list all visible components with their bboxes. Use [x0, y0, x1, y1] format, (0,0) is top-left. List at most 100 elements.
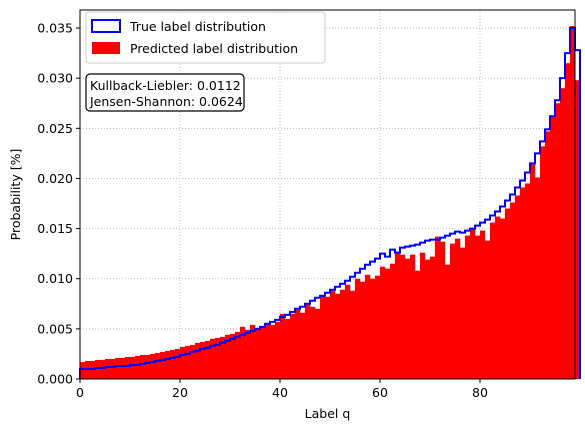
y-tick-label: 0.020 [37, 171, 73, 186]
predicted-bar [235, 331, 241, 379]
predicted-bar [310, 306, 316, 379]
predicted-bar [555, 103, 561, 379]
predicted-bar [95, 359, 101, 379]
y-tick-label: 0.000 [37, 372, 73, 387]
predicted-bar [130, 356, 136, 379]
x-axis-label: Label q [305, 406, 351, 421]
legend-label-predicted: Predicted label distribution [130, 41, 298, 56]
y-tick-label: 0.035 [37, 21, 73, 36]
predicted-bar [485, 240, 491, 379]
predicted-bar [490, 222, 496, 379]
x-tick-label: 60 [372, 385, 388, 400]
x-tick-label: 20 [172, 385, 188, 400]
predicted-bar [80, 361, 86, 379]
predicted-bar [355, 278, 361, 379]
annotation-kl: Kullback-Liebler: 0.0112 [90, 78, 241, 93]
predicted-bar [335, 293, 341, 379]
predicted-bar [525, 183, 531, 379]
predicted-bar [495, 216, 501, 379]
y-axis-ticks: 0.000 0.005 0.010 0.015 0.020 0.025 0.030 0.035 [37, 21, 80, 387]
predicted-bar [175, 348, 181, 379]
predicted-bar [560, 88, 566, 379]
predicted-bar [475, 235, 481, 379]
predicted-bar [280, 313, 286, 379]
predicted-bar [425, 259, 431, 379]
predicted-bar [285, 318, 291, 379]
predicted-bar [315, 308, 321, 379]
predicted-bar [210, 338, 216, 379]
predicted-bar [405, 258, 411, 379]
predicted-bar [340, 289, 346, 379]
y-tick-label: 0.005 [37, 321, 73, 336]
predicted-bar [290, 313, 296, 379]
predicted-bar [265, 322, 271, 379]
predicted-bar [270, 324, 276, 379]
predicted-bar [545, 131, 551, 379]
predicted-bar [325, 296, 331, 379]
predicted-bar [505, 208, 511, 379]
predicted-bar [170, 349, 176, 379]
predicted-bar [380, 266, 386, 379]
annotation-js: Jensen-Shannon: 0.0624 [89, 94, 243, 109]
predicted-bar [220, 336, 226, 379]
legend-label-true: True label distribution [129, 19, 266, 34]
predicted-bar [215, 337, 221, 379]
predicted-bar [500, 218, 506, 379]
predicted-bar [540, 146, 546, 379]
predicted-bar [275, 321, 281, 379]
legend: True label distribution Predicted label … [85, 11, 326, 64]
predicted-bar [470, 228, 476, 379]
predicted-bar [570, 26, 576, 379]
predicted-bar [565, 63, 571, 380]
y-tick-label: 0.025 [37, 121, 73, 136]
plot-frame [79, 9, 576, 380]
predicted-bar [420, 252, 426, 379]
legend-swatch-true [91, 19, 121, 33]
predicted-bar [125, 356, 131, 379]
predicted-bar [165, 350, 171, 379]
predicted-bar [365, 274, 371, 379]
predicted-bar [430, 256, 436, 379]
predicted-bar [255, 327, 261, 379]
predicted-bar [435, 236, 441, 379]
predicted-bar [155, 352, 161, 379]
predicted-bar [305, 303, 311, 379]
predicted-bar [190, 344, 196, 379]
predicted-bar [410, 254, 416, 379]
x-axis-ticks: 0 20 40 60 80 [76, 379, 488, 400]
predicted-bar [520, 187, 526, 379]
predicted-bar [195, 342, 201, 379]
predicted-bar [140, 354, 146, 379]
predicted-bar [205, 340, 211, 379]
predicted-bar [295, 308, 301, 379]
predicted-bar [120, 357, 126, 379]
x-tick-label: 0 [76, 385, 84, 400]
predicted-bar [510, 202, 516, 379]
predicted-bar [105, 358, 111, 379]
predicted-bar [550, 115, 556, 379]
predicted-bar [260, 326, 266, 379]
predicted-bar [450, 243, 456, 379]
predicted-bar [575, 80, 581, 379]
predicted-bar [370, 278, 376, 379]
predicted-bar [160, 351, 166, 379]
predicted-bar [400, 254, 406, 379]
y-tick-label: 0.010 [37, 271, 73, 286]
predicted-bar [375, 275, 381, 379]
predicted-bar [455, 238, 461, 379]
predicted-bar [395, 251, 401, 379]
y-axis-label: Probability [%] [8, 149, 23, 241]
predicted-bar [445, 264, 451, 379]
predicted-bar [415, 270, 421, 379]
predicted-bar [440, 241, 446, 379]
x-tick-label: 80 [472, 385, 488, 400]
predicted-bar [240, 326, 246, 379]
legend-box [85, 11, 326, 64]
legend-swatch-predicted [92, 42, 120, 54]
predicted-bar [460, 247, 466, 379]
predicted-bar [515, 195, 521, 379]
predicted-bar [245, 329, 251, 379]
predicted-bar [385, 268, 391, 379]
predicted-bar [200, 341, 206, 379]
predicted-bar [345, 284, 351, 379]
